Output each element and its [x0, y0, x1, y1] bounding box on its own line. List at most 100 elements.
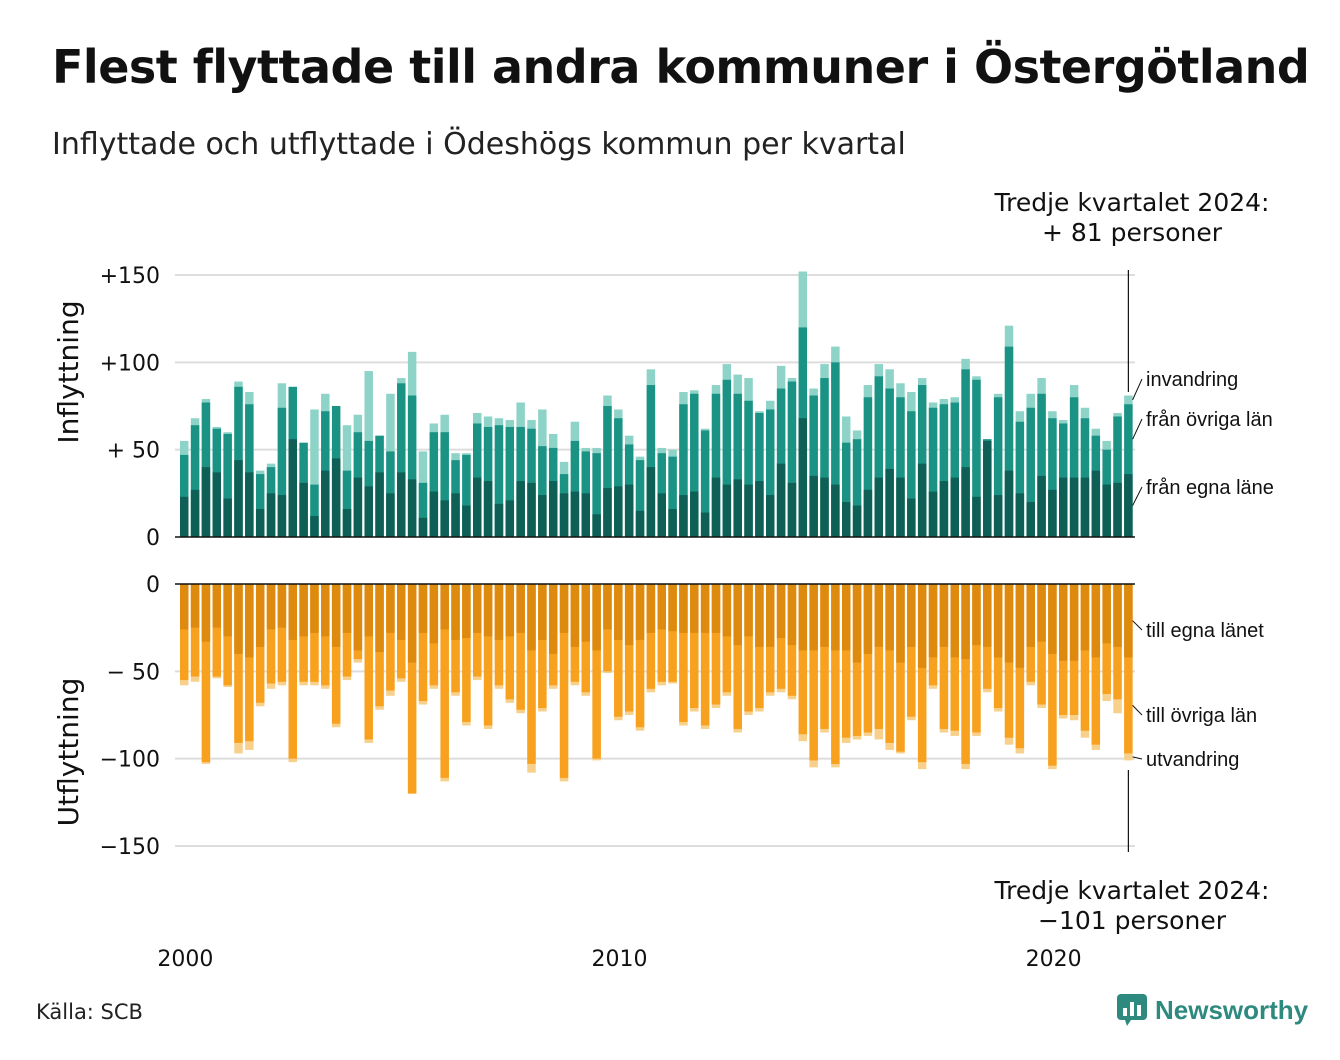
- bar-in-own-county: [331, 458, 341, 537]
- bar-in-other-counties: [418, 482, 428, 537]
- bar-in-other-counties: [440, 432, 449, 537]
- bar-out-own-county: [646, 584, 656, 633]
- bar-out-other-counties: [885, 584, 894, 743]
- bar-out-other-counties: [190, 584, 200, 677]
- bar-out-own-county: [407, 584, 417, 663]
- bar-out-own-county: [1080, 584, 1090, 651]
- bar-in-other-counties: [885, 388, 894, 537]
- bar-out-other-counties: [972, 584, 981, 733]
- bar-in-own-county: [321, 470, 330, 537]
- bar-in-own-county: [1059, 477, 1068, 537]
- legend-leader: [1132, 418, 1143, 440]
- y-tick-label: 0: [146, 573, 160, 598]
- bar-in-own-county: [277, 495, 287, 537]
- bar-out-own-county: [516, 584, 525, 633]
- bar-in-own-county: [353, 477, 363, 537]
- bar-out-own-county: [1037, 584, 1046, 642]
- brand-name: Newsworthy: [1155, 994, 1309, 1025]
- bar-in-other-counties: [668, 456, 677, 537]
- bar-in-own-county: [679, 495, 688, 537]
- bar-out-own-county: [624, 584, 634, 646]
- bar-out-other-counties: [407, 584, 417, 794]
- bar-out-own-county: [668, 584, 677, 632]
- legend-leader: [1132, 378, 1143, 401]
- bar-out-other-counties: [863, 584, 873, 733]
- bar-out-own-county: [1004, 584, 1014, 663]
- bar-in-own-county: [223, 498, 232, 537]
- bar-in-other-counties: [1048, 418, 1057, 537]
- bar-out-own-county: [483, 584, 493, 637]
- bar-in-own-county: [831, 484, 840, 537]
- bar-out-own-county: [212, 584, 222, 628]
- bar-out-other-counties: [462, 584, 471, 722]
- bar-in-own-county: [874, 477, 884, 537]
- bar-in-own-county: [744, 484, 753, 537]
- bar-in-other-counties: [245, 404, 254, 537]
- bar-in-other-counties: [397, 383, 406, 537]
- bar-in-other-counties: [342, 470, 352, 537]
- bar-out-own-county: [787, 584, 797, 646]
- bar-in-other-counties: [190, 425, 200, 537]
- bar-out-own-county: [386, 584, 395, 633]
- bar-out-other-counties: [538, 584, 547, 709]
- bar-out-own-county: [451, 584, 460, 640]
- bar-in-own-county: [483, 481, 493, 537]
- bar-out-own-county: [809, 584, 818, 651]
- bar-out-other-counties: [1037, 584, 1046, 705]
- bar-out-other-counties: [722, 584, 732, 693]
- bar-in-own-county: [690, 491, 699, 537]
- bar-out-own-county: [1048, 584, 1057, 654]
- bar-in-other-counties: [928, 407, 938, 537]
- bar-out-other-counties: [798, 584, 808, 735]
- bar-in-other-counties: [917, 385, 927, 537]
- legend-immigration: invandring: [1146, 369, 1238, 391]
- bar-in-other-counties: [180, 454, 189, 537]
- bar-out-own-county: [288, 584, 297, 640]
- bar-in-own-county: [614, 486, 623, 537]
- bar-in-own-county: [700, 512, 710, 537]
- bar-out-own-county: [418, 584, 428, 633]
- bar-out-other-counties: [907, 584, 916, 717]
- bar-in-own-county: [841, 502, 851, 537]
- bar-in-other-counties: [733, 393, 742, 537]
- bar-out-other-counties: [657, 584, 666, 682]
- bar-out-other-counties: [331, 584, 341, 724]
- bar-out-other-counties: [646, 584, 656, 689]
- bar-out-own-county: [527, 584, 536, 651]
- bar-in-other-counties: [711, 393, 721, 537]
- bar-out-own-county: [375, 584, 384, 653]
- x-tick-label: 2000: [157, 947, 213, 972]
- bar-in-other-counties: [907, 411, 916, 537]
- bar-in-own-county: [190, 489, 200, 537]
- bar-out-other-counties: [700, 584, 710, 726]
- bar-in-own-county: [494, 503, 504, 537]
- bar-in-own-county: [755, 481, 764, 537]
- bar-out-other-counties: [679, 584, 688, 722]
- bar-in-other-counties: [863, 397, 873, 537]
- bar-in-own-county: [624, 484, 634, 537]
- bar-in-own-county: [1004, 470, 1014, 537]
- bar-out-own-county: [331, 584, 341, 647]
- bar-in-other-counties: [961, 369, 970, 537]
- bar-in-own-county: [809, 475, 818, 537]
- chart-title: Flest flyttade till andra kommuner i Öst…: [52, 40, 1310, 94]
- bar-in-own-county: [896, 477, 905, 537]
- bar-in-other-counties: [407, 395, 417, 537]
- bar-out-other-counties: [820, 584, 829, 729]
- bar-in-other-counties: [614, 418, 623, 537]
- newsworthy-icon: [1117, 994, 1147, 1026]
- bar-in-own-county: [983, 440, 992, 537]
- bar-in-own-county: [863, 489, 873, 537]
- bar-in-other-counties: [874, 376, 884, 537]
- bar-in-own-county: [473, 477, 482, 537]
- bar-in-other-counties: [1113, 416, 1122, 537]
- bar-out-own-county: [1113, 584, 1122, 647]
- bar-in-other-counties: [310, 484, 319, 537]
- bar-in-other-counties: [700, 430, 710, 537]
- legend-to-other-counties: till övriga län: [1146, 705, 1257, 727]
- legend-emigration: utvandring: [1146, 749, 1239, 771]
- bar-out-own-county: [983, 584, 992, 647]
- legend-from-own-county: från egna läne: [1146, 477, 1274, 499]
- bar-in-own-county: [1102, 484, 1111, 537]
- bar-in-own-county: [570, 491, 580, 537]
